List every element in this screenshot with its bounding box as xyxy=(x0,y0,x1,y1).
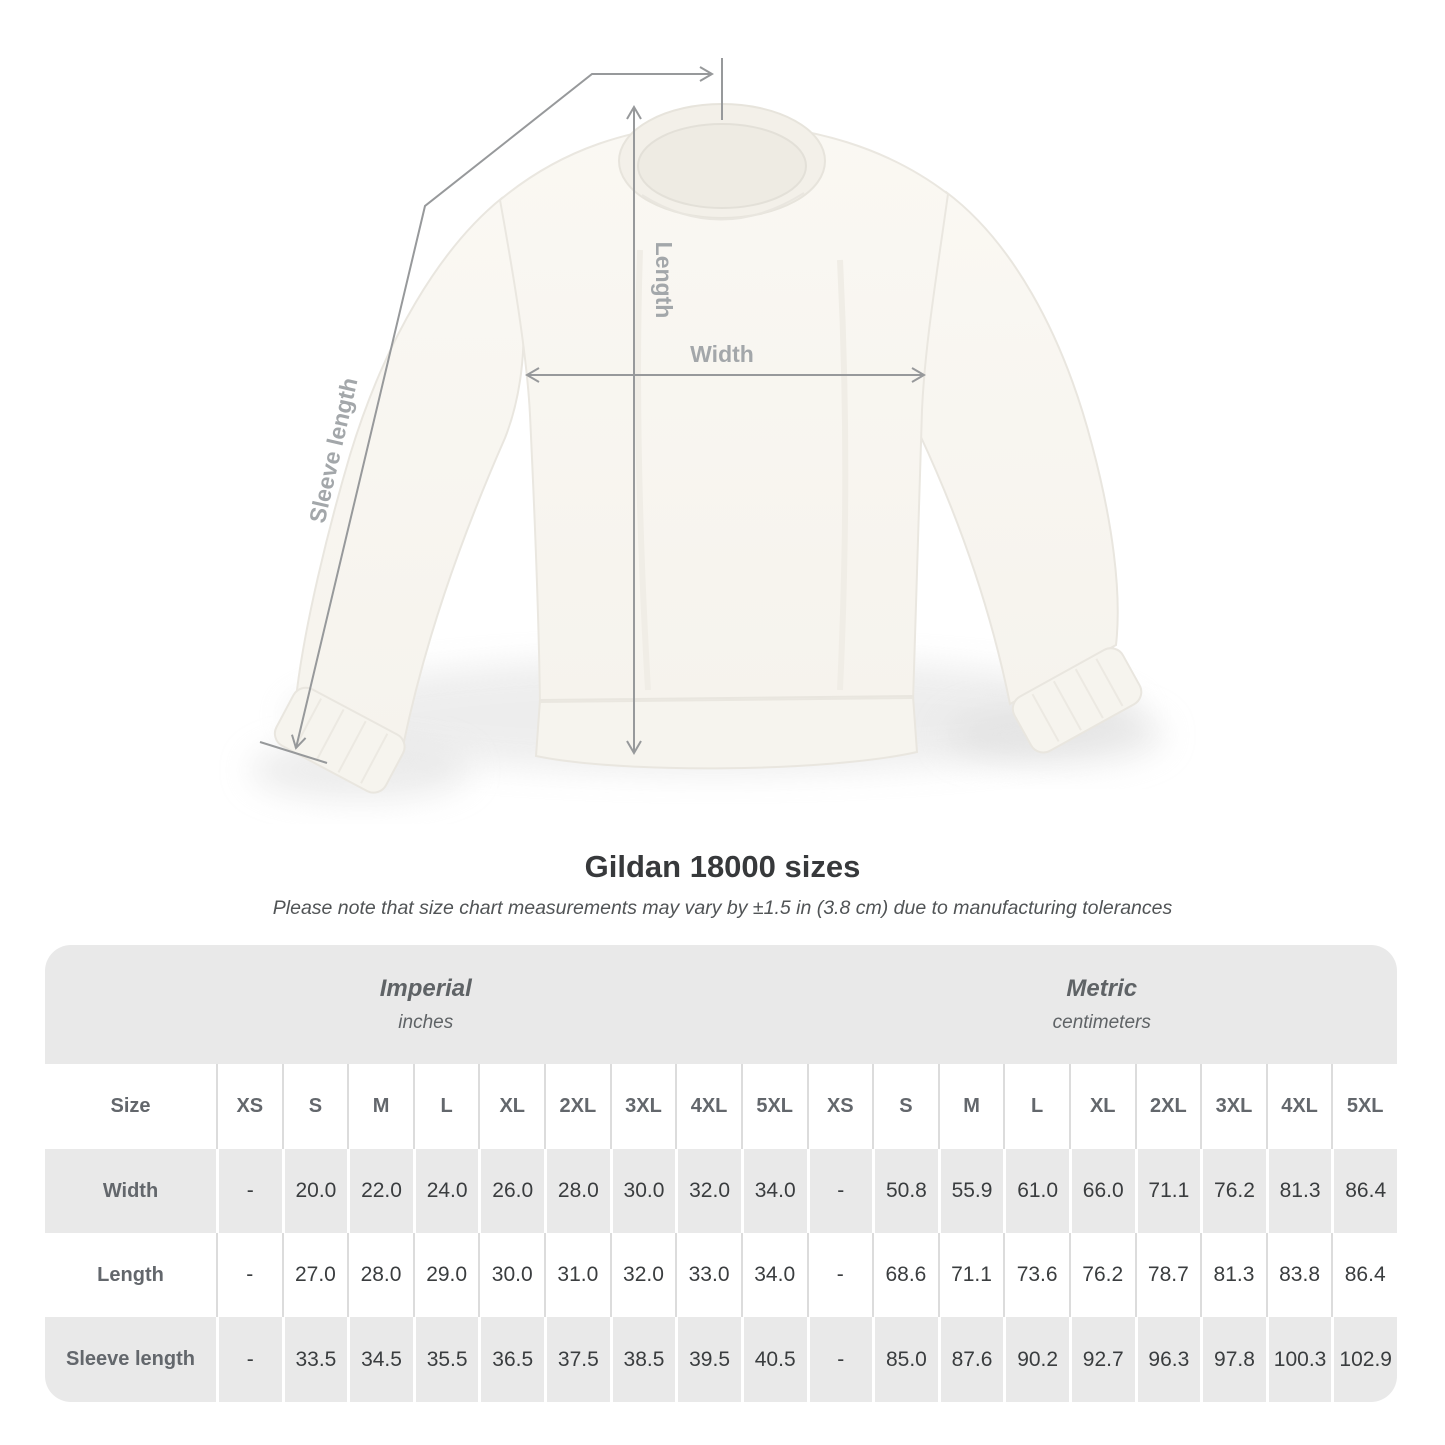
measurement-overlay xyxy=(259,58,926,764)
collar xyxy=(618,103,826,221)
table-cell: 34.5 xyxy=(347,1317,413,1402)
table-cell: 39.5 xyxy=(675,1317,741,1402)
table-cell: 86.4 xyxy=(1331,1233,1397,1317)
table-cell: 28.0 xyxy=(347,1233,413,1317)
table-cell: 97.8 xyxy=(1200,1317,1266,1402)
size-header-cell: L xyxy=(412,1064,479,1149)
table-cell: 20.0 xyxy=(281,1149,348,1233)
sweatshirt-diagram: Width Length Sleeve length xyxy=(250,58,1165,800)
size-header-cell: 4XL xyxy=(675,1064,741,1149)
table-cell: 78.7 xyxy=(1134,1233,1201,1317)
table-cell: 38.5 xyxy=(609,1317,676,1402)
table-cell: 68.6 xyxy=(872,1233,938,1317)
table-cell: 33.5 xyxy=(281,1317,348,1402)
size-header-cell: M xyxy=(937,1064,1004,1149)
table-cell: 71.1 xyxy=(937,1233,1004,1317)
table-cell: 85.0 xyxy=(872,1317,938,1402)
metric-section-header: Metric centimeters xyxy=(806,945,1397,1064)
table-cell: 26.0 xyxy=(478,1149,545,1233)
table-cell: 81.3 xyxy=(1265,1149,1332,1233)
size-header-cell: XL xyxy=(478,1064,545,1149)
table-cell: 87.6 xyxy=(937,1317,1004,1402)
sleeve-length-line xyxy=(291,66,714,750)
page-title: Gildan 18000 sizes xyxy=(584,849,861,884)
table-cell: 90.2 xyxy=(1003,1317,1069,1402)
table-cell: 22.0 xyxy=(347,1149,413,1233)
size-header-cell: 5XL xyxy=(1331,1064,1397,1149)
size-header-cell: XS xyxy=(216,1064,282,1149)
imperial-unit: inches xyxy=(398,1012,454,1033)
table-cell: 24.0 xyxy=(412,1149,479,1233)
size-header-cell: 2XL xyxy=(1134,1064,1201,1149)
table-cell: - xyxy=(216,1149,282,1233)
table-cell: 34.0 xyxy=(740,1233,807,1317)
imperial-section-header: Imperial inches xyxy=(45,945,807,1064)
size-header-cell: 2XL xyxy=(544,1064,610,1149)
size-header-cell: XL xyxy=(1068,1064,1135,1149)
table-cell: 73.6 xyxy=(1003,1233,1069,1317)
table-cell: 71.1 xyxy=(1134,1149,1201,1233)
sleeve-length-endstop xyxy=(259,741,328,764)
table-cell: 83.8 xyxy=(1265,1233,1332,1317)
table-cell: 66.0 xyxy=(1068,1149,1135,1233)
size-header-cell: XS xyxy=(806,1064,873,1149)
table-cell: 92.7 xyxy=(1068,1317,1135,1402)
table-cell: - xyxy=(216,1317,282,1402)
length-label: Length xyxy=(651,242,677,319)
table-cell: 31.0 xyxy=(544,1233,610,1317)
row-label-length: Length xyxy=(45,1233,216,1317)
size-header-cell: 5XL xyxy=(740,1064,807,1149)
row-label-width: Width xyxy=(45,1149,216,1233)
table-cell: 28.0 xyxy=(544,1149,610,1233)
table-cell: 61.0 xyxy=(1003,1149,1069,1233)
table-cell: 29.0 xyxy=(412,1233,479,1317)
table-cell: 33.0 xyxy=(675,1233,741,1317)
table-cell: 76.2 xyxy=(1068,1233,1135,1317)
table-cell: 81.3 xyxy=(1200,1233,1266,1317)
tolerance-note: Please note that size chart measurements… xyxy=(272,897,1173,919)
metric-label: Metric xyxy=(1066,975,1138,1002)
waistband xyxy=(534,694,919,770)
table-cell: 76.2 xyxy=(1200,1149,1266,1233)
width-label: Width xyxy=(690,341,754,367)
imperial-label: Imperial xyxy=(379,975,472,1002)
table-cell: 32.0 xyxy=(609,1233,676,1317)
fold-line xyxy=(837,259,849,691)
table-cell: 55.9 xyxy=(937,1149,1004,1233)
table-cell: 30.0 xyxy=(609,1149,676,1233)
table-cell: 27.0 xyxy=(281,1233,348,1317)
size-header-cell: S xyxy=(872,1064,938,1149)
table-cell: - xyxy=(806,1317,873,1402)
size-header-cell: S xyxy=(281,1064,348,1149)
table-cell: 36.5 xyxy=(478,1317,545,1402)
size-header-cell: 4XL xyxy=(1265,1064,1332,1149)
size-header-cell: 3XL xyxy=(1200,1064,1266,1149)
table-cell: 86.4 xyxy=(1331,1149,1397,1233)
table-cell: 34.0 xyxy=(740,1149,807,1233)
size-header-cell: 3XL xyxy=(609,1064,676,1149)
size-column-header: Size xyxy=(45,1064,216,1149)
table-cell: 100.3 xyxy=(1265,1317,1332,1402)
right-cuff xyxy=(1011,647,1143,754)
size-header-cell: M xyxy=(347,1064,413,1149)
table-cell: 102.9 xyxy=(1331,1317,1397,1402)
table-cell: - xyxy=(806,1233,873,1317)
table-cell: - xyxy=(806,1149,873,1233)
table-cell: 50.8 xyxy=(872,1149,938,1233)
table-cell: 30.0 xyxy=(478,1233,545,1317)
table-cell: 96.3 xyxy=(1134,1317,1201,1402)
metric-unit: centimeters xyxy=(1052,1012,1151,1033)
size-chart-table: Imperial inches Metric centimeters Size … xyxy=(45,945,1397,1402)
size-header-cell: L xyxy=(1003,1064,1069,1149)
table-cell: - xyxy=(216,1233,282,1317)
table-cell: 35.5 xyxy=(412,1317,479,1402)
table-cell: 37.5 xyxy=(544,1317,610,1402)
table-cell: 40.5 xyxy=(740,1317,807,1402)
row-label-sleeve-length: Sleeve length xyxy=(45,1317,216,1402)
table-cell: 32.0 xyxy=(675,1149,741,1233)
